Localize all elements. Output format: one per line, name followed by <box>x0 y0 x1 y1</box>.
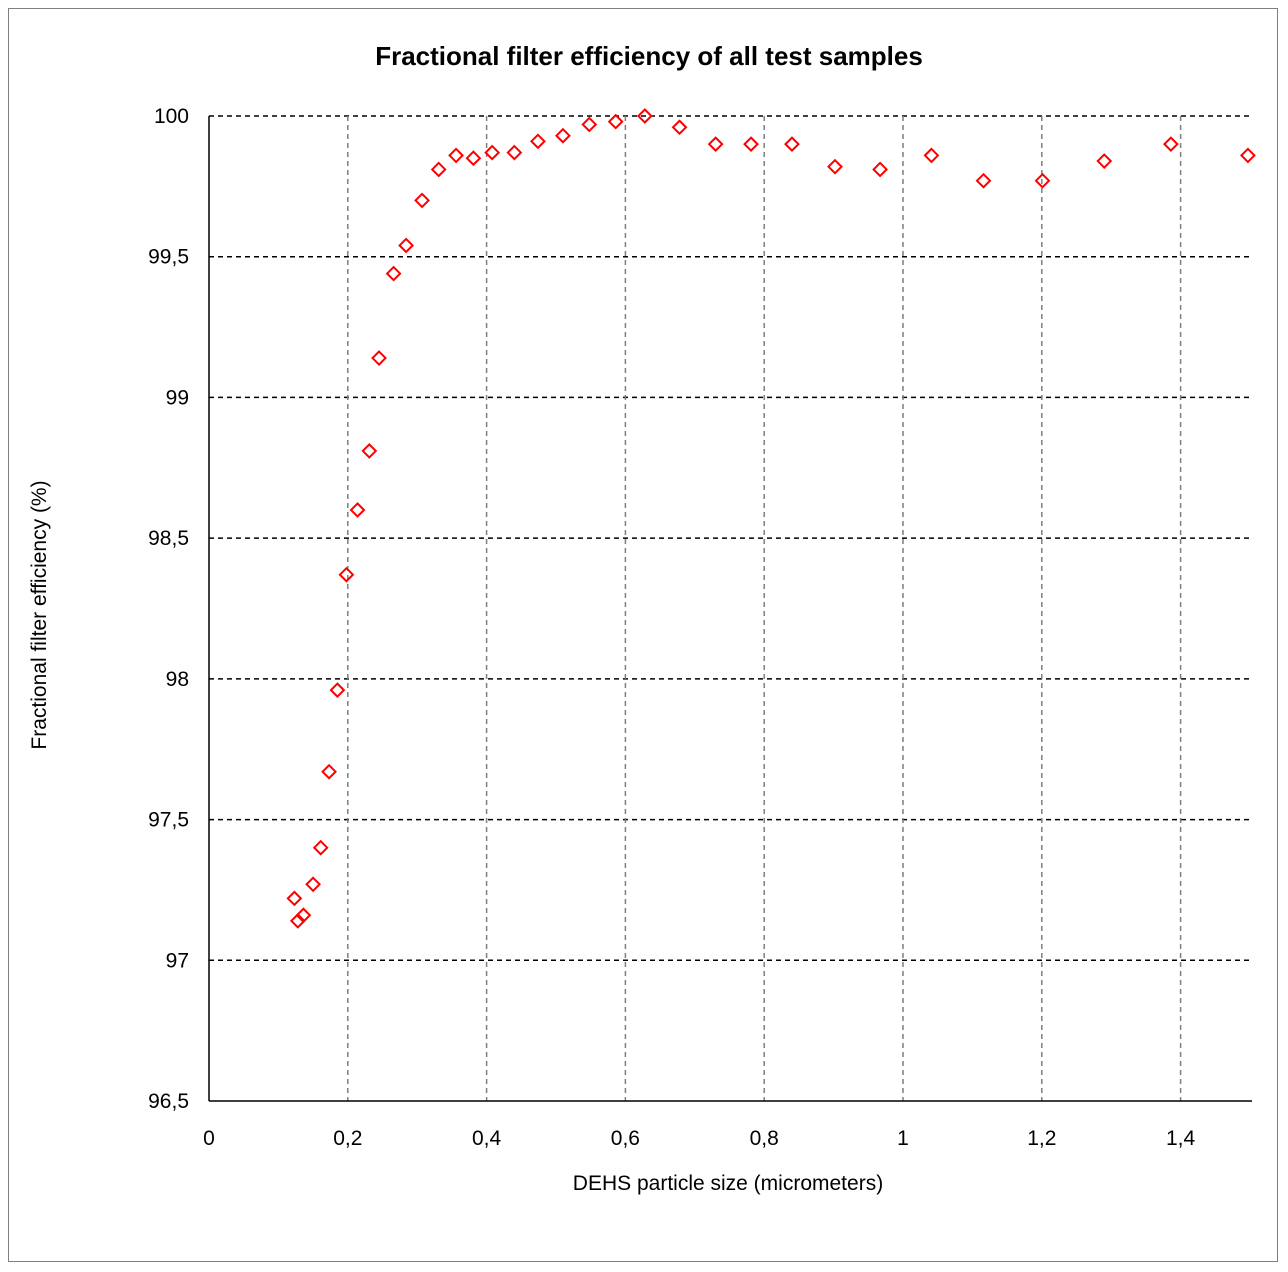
data-point <box>349 502 366 518</box>
data-point <box>923 147 940 164</box>
data-point <box>329 682 346 699</box>
y-axis-label: Fractional filter efficiency (%) <box>28 480 51 749</box>
data-points <box>286 108 1256 929</box>
data-point <box>1096 153 1113 169</box>
axes <box>208 116 1252 1102</box>
y-tick-label: 99,5 <box>148 246 189 269</box>
data-point <box>506 144 523 161</box>
data-point <box>581 116 598 133</box>
data-point <box>398 237 415 254</box>
y-tick-label: 97 <box>166 949 189 972</box>
data-point <box>784 136 800 153</box>
data-point <box>286 890 303 907</box>
data-point <box>361 442 378 459</box>
y-tick-label: 96,5 <box>148 1090 189 1113</box>
y-tick-label: 99 <box>166 386 189 409</box>
x-axis-ticks: 0 0,2 0,4 0,6 0,8 1 1,2 1,4 <box>203 1127 1195 1150</box>
gridlines <box>209 115 1252 1101</box>
y-tick-label: 97,5 <box>148 809 189 832</box>
x-tick-label: 1,2 <box>1027 1127 1056 1150</box>
data-point <box>338 566 355 583</box>
x-tick-label: 0 <box>203 1127 215 1150</box>
data-point <box>530 133 546 150</box>
x-tick-label: 0,2 <box>333 1127 362 1150</box>
data-point <box>607 113 624 130</box>
data-point <box>321 763 337 780</box>
data-point <box>312 839 329 856</box>
chart-title: Fractional filter efficiency of all test… <box>375 41 923 71</box>
data-point <box>371 350 387 366</box>
y-tick-label: 100 <box>154 105 189 128</box>
data-point <box>555 127 571 144</box>
data-point <box>743 136 759 153</box>
data-point <box>975 172 992 189</box>
data-point <box>430 161 447 178</box>
data-point <box>295 907 312 924</box>
data-point <box>448 147 464 164</box>
x-tick-label: 0,6 <box>611 1127 640 1150</box>
data-point <box>671 119 688 136</box>
x-tick-label: 0,8 <box>750 1127 779 1150</box>
x-tick-label: 1,4 <box>1166 1127 1196 1150</box>
x-axis-label: DEHS particle size (micrometers) <box>573 1172 883 1195</box>
y-tick-label: 98,5 <box>148 527 189 550</box>
y-tick-label: 98 <box>166 668 189 691</box>
x-tick-label: 1 <box>897 1127 909 1150</box>
data-point <box>1034 172 1051 189</box>
chart-frame <box>8 8 1278 1262</box>
data-point <box>827 158 843 175</box>
data-point <box>636 108 653 124</box>
data-point <box>385 265 402 282</box>
data-point <box>414 192 430 209</box>
x-tick-label: 0,4 <box>472 1127 502 1150</box>
y-axis-ticks: 96,5 97 97,5 98 98,5 99 99,5 100 <box>148 105 189 1113</box>
data-point <box>465 150 482 167</box>
data-point <box>1162 136 1179 153</box>
data-point <box>484 144 501 161</box>
data-point <box>305 876 322 893</box>
data-point <box>707 136 724 153</box>
data-point <box>289 912 306 929</box>
data-point <box>872 161 889 178</box>
data-point <box>1240 147 1256 164</box>
